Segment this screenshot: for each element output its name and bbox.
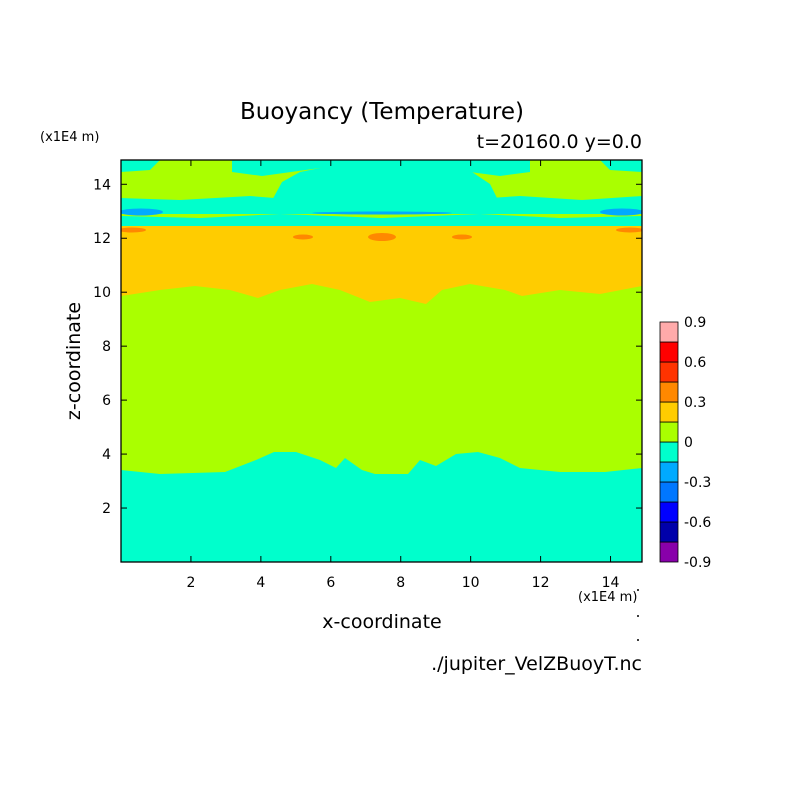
- x-tick-label: 6: [326, 575, 335, 591]
- colorbar-swatch: [659, 381, 679, 403]
- colorbar-swatch: [659, 441, 679, 463]
- upper-positive-band: [121, 224, 642, 304]
- y-tick-label: 8: [102, 339, 111, 355]
- y-tick-label: 6: [102, 393, 111, 409]
- x-tick-label: 4: [256, 575, 265, 591]
- y-axis-label: z-coordinate: [63, 302, 85, 420]
- positive-spot-left: [293, 234, 313, 240]
- colorbar-labels: 0.9 0.6 0.3 0 -0.3 -0.6 -0.9: [684, 315, 711, 571]
- x-tick-label: 8: [396, 575, 405, 591]
- colorbar-swatch: [659, 321, 679, 343]
- colorbar-swatch: [659, 501, 679, 523]
- heatmap-field: [121, 160, 642, 562]
- upper-negative-band-low: [121, 214, 642, 226]
- colorbar-swatch: [659, 421, 679, 443]
- positive-spot-center: [368, 233, 396, 241]
- colorbar-tick-label: 0.3: [684, 395, 706, 411]
- colorbar-tick-label: 0.9: [684, 315, 706, 331]
- x-axis-ticks: 2 4 6 8 10 12 14: [186, 160, 620, 591]
- marker-dot: [637, 639, 639, 641]
- blue-streak-right: [600, 208, 642, 216]
- source-file-label: ./jupiter_VelZBuoyT.nc: [431, 653, 642, 675]
- chart-subtitle: t=20160.0 y=0.0: [477, 131, 642, 153]
- y-unit-label: (x1E4 m): [40, 130, 99, 145]
- y-tick-label: 4: [102, 447, 111, 463]
- x-axis-label: x-coordinate: [322, 611, 441, 633]
- colorbar: [659, 321, 679, 563]
- colorbar-tick-label: -0.6: [684, 515, 711, 531]
- chart-title: Buoyancy (Temperature): [240, 99, 524, 125]
- y-tick-label: 10: [93, 285, 111, 301]
- positive-spot-edge-left: [121, 227, 146, 233]
- colorbar-tick-label: -0.9: [684, 555, 711, 571]
- y-tick-label: 14: [93, 177, 111, 193]
- upper-negative-dome: [270, 162, 500, 204]
- x-unit-label: (x1E4 m): [578, 590, 637, 605]
- y-axis-ticks: 2 4 6 8 10 12 14: [93, 177, 642, 517]
- x-tick-label: 12: [532, 575, 550, 591]
- blue-streak-left: [121, 208, 163, 216]
- x-tick-label: 2: [186, 575, 195, 591]
- top-negative-strip: [232, 160, 530, 176]
- top-edge-negative-left: [121, 160, 160, 172]
- x-tick-label: 10: [462, 575, 480, 591]
- lower-negative-band: [121, 452, 642, 562]
- blue-streak-center: [312, 211, 452, 215]
- x-tick-label: 14: [602, 575, 620, 591]
- marker-dot: [637, 589, 639, 591]
- positive-spot-right: [452, 234, 472, 240]
- colorbar-swatch: [659, 541, 679, 563]
- colorbar-tick-label: -0.3: [684, 475, 711, 491]
- y-tick-label: 2: [102, 501, 111, 517]
- colorbar-swatch: [659, 361, 679, 383]
- colorbar-tick-label: 0: [684, 435, 693, 451]
- colorbar-swatch: [659, 481, 679, 503]
- colorbar-swatch: [659, 521, 679, 543]
- colorbar-swatch: [659, 461, 679, 483]
- positive-spot-edge-right: [616, 227, 642, 233]
- colorbar-swatch: [659, 341, 679, 363]
- y-tick-label: 12: [93, 231, 111, 247]
- colorbar-swatch: [659, 401, 679, 423]
- marker-dot: [637, 615, 639, 617]
- plot-frame: [120, 159, 643, 563]
- colorbar-tick-label: 0.6: [684, 355, 706, 371]
